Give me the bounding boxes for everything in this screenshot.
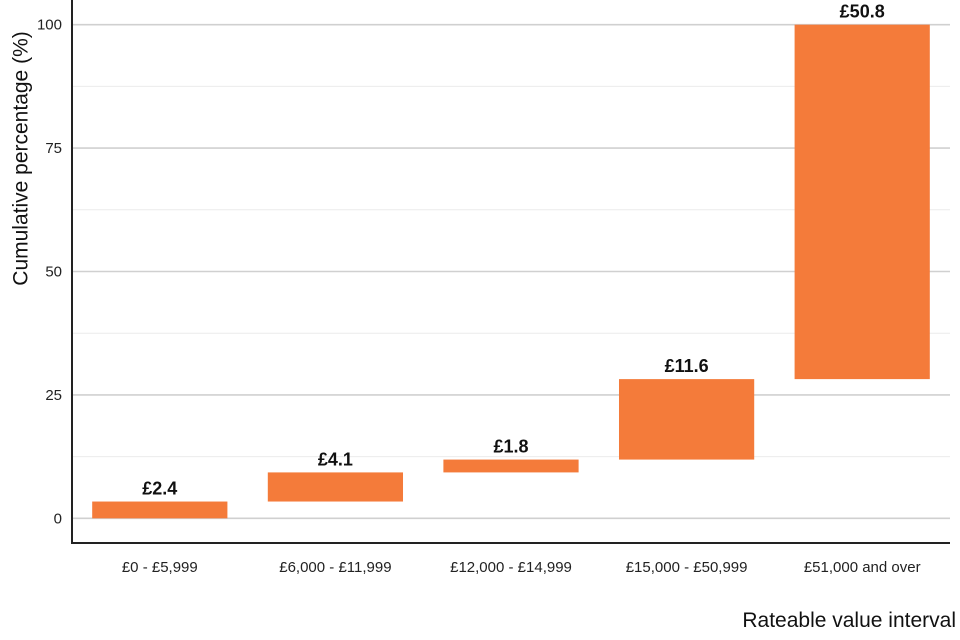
x-tick-label: £15,000 - £50,999	[626, 559, 748, 576]
x-tick-label: £51,000 and over	[804, 559, 921, 576]
bar	[267, 472, 404, 502]
bar-value-label: £11.6	[665, 356, 709, 376]
y-tick-label: 75	[45, 140, 62, 157]
bar	[794, 24, 930, 380]
y-axis-title: Cumulative percentage (%)	[9, 31, 32, 285]
y-tick-label: 0	[54, 510, 62, 527]
y-tick-label: 50	[45, 264, 62, 281]
y-axis-ticks: 0 25 50 75 100	[37, 17, 62, 528]
data-labels: £2.4 £4.1 £1.8 £11.6 £50.8	[142, 2, 884, 499]
bar	[92, 501, 228, 519]
bar-value-label: £1.8	[493, 437, 528, 457]
x-tick-label: £6,000 - £11,999	[279, 559, 391, 576]
x-tick-label: £12,000 - £14,999	[450, 559, 572, 576]
x-tick-label: £0 - £5,999	[122, 559, 198, 576]
bar-value-label: £50.8	[840, 2, 885, 22]
bar	[443, 459, 579, 473]
bar-value-label: £2.4	[142, 479, 177, 499]
bars	[92, 24, 930, 519]
x-axis-ticks: £0 - £5,999 £6,000 - £11,999 £12,000 - £14…	[122, 559, 921, 576]
x-axis-title: Rateable value interval	[742, 609, 956, 632]
y-tick-label: 100	[37, 17, 62, 34]
bar-value-label: £4.1	[318, 449, 353, 469]
y-tick-label: 25	[45, 387, 62, 404]
bar	[618, 379, 755, 460]
